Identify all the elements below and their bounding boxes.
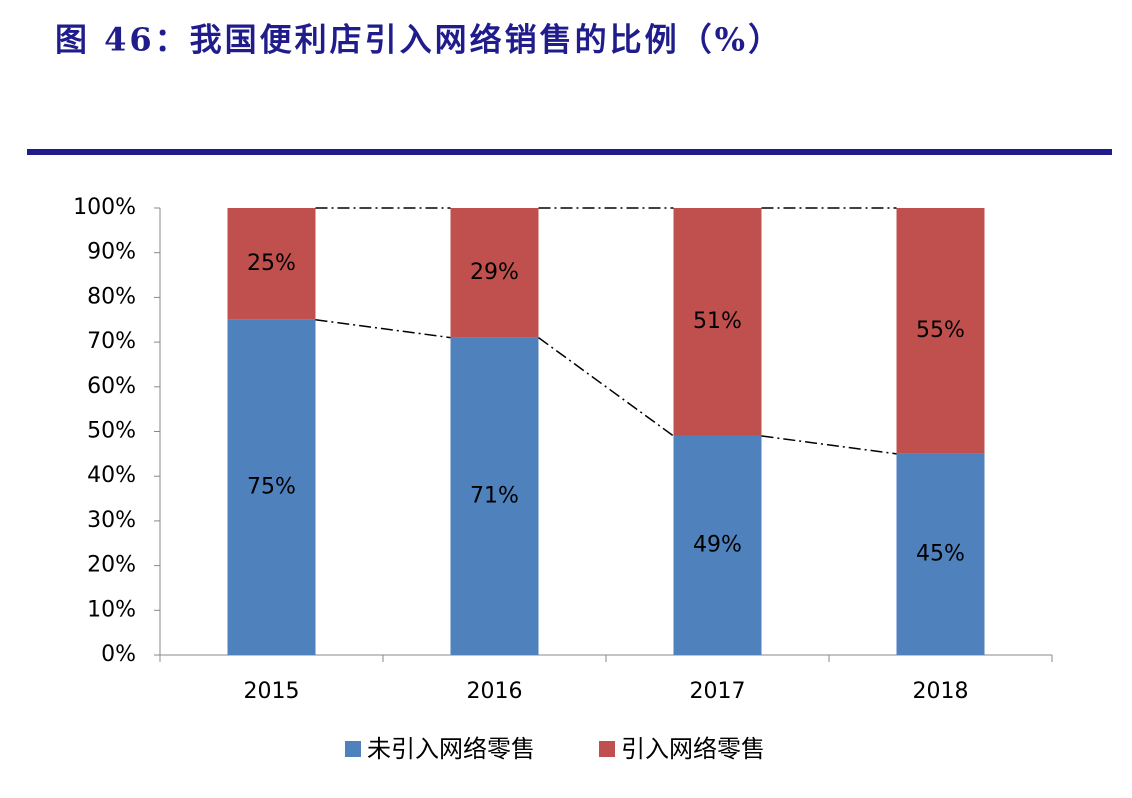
data-label: 29% (470, 260, 519, 285)
x-tick-label: 2017 (690, 679, 746, 704)
bar-segment (227, 208, 316, 320)
data-label: 55% (916, 318, 965, 343)
x-tick-label: 2018 (913, 679, 969, 704)
legend-label: 未引入网络零售 (367, 735, 535, 763)
x-tick-label: 2016 (467, 679, 523, 704)
y-tick-label: 70% (87, 329, 136, 354)
y-tick-label: 20% (87, 553, 136, 578)
y-tick-label: 90% (87, 240, 136, 265)
data-label: 75% (247, 474, 296, 499)
data-label: 71% (470, 483, 519, 508)
series-connector (315, 319, 451, 339)
y-tick-label: 10% (87, 597, 136, 622)
legend-label: 引入网络零售 (621, 735, 765, 763)
y-tick-label: 40% (87, 463, 136, 488)
data-label: 45% (916, 541, 965, 566)
legend-swatch (599, 741, 615, 757)
y-tick-label: 60% (87, 374, 136, 399)
bar-segment (896, 453, 985, 655)
bar-segment (227, 319, 316, 655)
bar-segment (450, 208, 539, 338)
chart-title: 图 46：我国便利店引入网络销售的比例（%） (55, 21, 783, 59)
legend-swatch (345, 741, 361, 757)
y-tick-label: 0% (101, 642, 136, 667)
data-label: 51% (693, 309, 742, 334)
bar-segment (896, 208, 985, 454)
y-tick-label: 100% (73, 195, 136, 220)
x-tick-label: 2015 (244, 679, 300, 704)
title-rule (27, 149, 1112, 155)
y-tick-label: 30% (87, 508, 136, 533)
data-label: 25% (247, 251, 296, 276)
bar-segment (450, 337, 539, 655)
bar-segment (673, 435, 762, 655)
data-label: 49% (693, 532, 742, 557)
series-connector (761, 435, 897, 455)
y-tick-label: 50% (87, 419, 136, 444)
series-connector (538, 337, 674, 437)
bar-segment (673, 208, 762, 436)
y-tick-label: 80% (87, 284, 136, 309)
